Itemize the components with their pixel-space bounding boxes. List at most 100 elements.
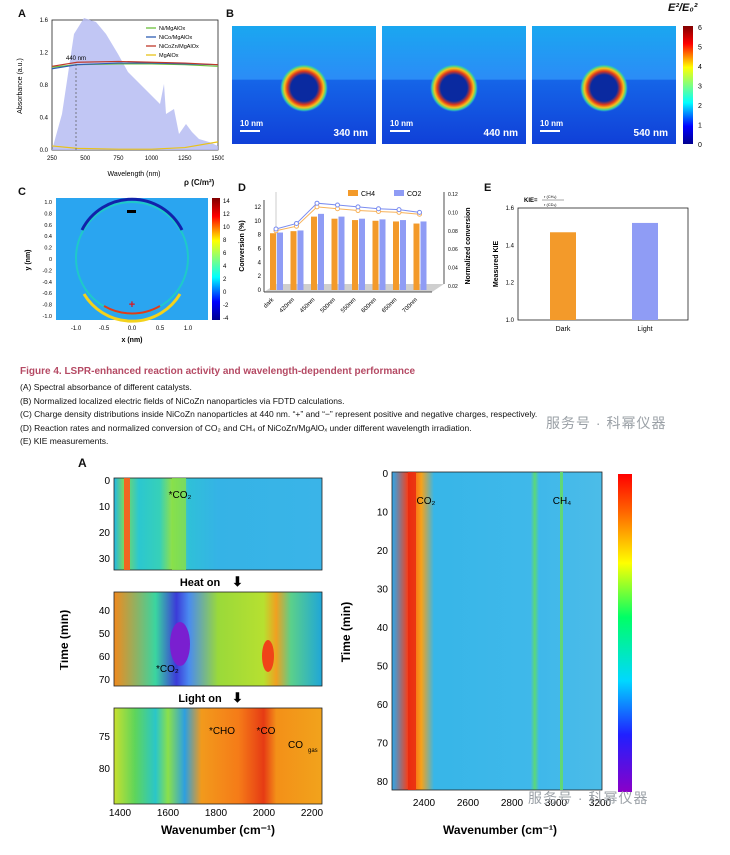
wavelength-label: 540 nm — [634, 128, 669, 139]
c-cbar-tick: 6 — [223, 251, 227, 257]
conversion-bar — [331, 218, 338, 290]
left-ytick: 60 — [99, 652, 111, 663]
abs-xtick: 1500 — [211, 156, 224, 162]
scale-bar-label: 10 nm — [240, 119, 263, 128]
c-ytick: 0 — [49, 257, 52, 263]
ir-map-right: CO₂ CH₄ 0 10 20 30 40 50 60 70 80 2400 2600 2800 30… — [340, 469, 632, 837]
abs-legend-label: Ni/MgAlOx — [159, 26, 186, 32]
annot-cho: *CHO — [209, 726, 235, 737]
c-ytick: -1.0 — [43, 314, 52, 320]
c-ylabel: y (nm) — [25, 250, 32, 271]
field-cbar-tick: 5 — [698, 45, 702, 52]
left-xtick: 1600 — [157, 808, 180, 819]
left-ytick: 20 — [99, 528, 111, 539]
d-ytick: 0 — [258, 288, 262, 294]
conversion-bar — [352, 220, 358, 290]
nanoparticle — [592, 76, 616, 100]
c-xtick: 1.0 — [184, 326, 193, 332]
svg-text:⬇: ⬇ — [232, 574, 243, 589]
kie-bar — [632, 222, 658, 320]
conversion-bar — [297, 230, 304, 290]
left-xtick: 1800 — [205, 808, 228, 819]
d-y2tick: 0.04 — [448, 266, 458, 272]
d-y2tick: 0.02 — [448, 284, 458, 290]
annot-cogas-sub: gas — [308, 748, 318, 754]
c-cbar-tick: -4 — [223, 316, 229, 322]
d-legend-swatch — [394, 190, 404, 196]
annot-co2-top: *CO₂ — [169, 490, 192, 501]
d-y2tick: 0.06 — [448, 247, 458, 253]
d-y2tick: 0.08 — [448, 229, 458, 235]
c-ytick: -0.4 — [43, 280, 52, 286]
caption-line: (D) Reaction rates and normalized conver… — [20, 422, 472, 433]
abs-series-line — [51, 60, 219, 67]
e-ytick: 1.4 — [506, 243, 515, 249]
d-legend-swatch — [348, 190, 358, 196]
figure-caption-body: (A) Spectral absorbance of different cat… — [20, 381, 720, 449]
annotation-440: 440 nm — [66, 56, 86, 62]
right-xtick: 2600 — [457, 798, 480, 809]
right-ytick: 60 — [377, 700, 389, 711]
watermark-bottom: 服务号 · 科幂仪器 — [528, 790, 649, 806]
normalized-point — [417, 209, 422, 215]
scale-bar — [240, 130, 260, 132]
abs-ytick: 0.0 — [40, 148, 49, 154]
right-xtick: 2400 — [413, 798, 436, 809]
d-ylabel: Conversion (%) — [239, 220, 246, 271]
field-maps: 10 nm 340 nm 10 nm 440 nm 10 nm 540 nm 6 5 4 3 2 1… — [232, 25, 702, 149]
d-ytick: 10 — [254, 219, 261, 225]
conversion-bar — [379, 219, 386, 290]
abs-xtick: 250 — [47, 156, 58, 162]
e-xtick: Light — [637, 326, 652, 333]
abs-legend-label: MgAlOx — [159, 53, 179, 59]
field-cbar-tick: 4 — [698, 64, 702, 71]
wavelength-label: 340 nm — [334, 128, 369, 139]
conversion-bar — [311, 216, 317, 290]
right-co2-label: CO₂ — [417, 496, 436, 507]
right-ytick: 80 — [377, 777, 389, 788]
right-ytick: 40 — [377, 623, 389, 634]
c-ytick: 0.6 — [44, 223, 52, 229]
left-ytick: 70 — [99, 675, 111, 686]
panel-c-label: C — [18, 186, 26, 198]
field-cbar-tick: 1 — [698, 123, 702, 130]
conversion-bar — [318, 213, 324, 290]
conversion-bar — [338, 216, 345, 290]
abs-ytick: 0.4 — [40, 116, 49, 122]
e-ytick: 1.6 — [506, 206, 515, 212]
abs-ytick: 1.6 — [40, 18, 49, 24]
left-xlabel: Wavenumber (cm⁻¹) — [161, 823, 275, 837]
left-ytick: 30 — [99, 554, 111, 565]
conversion-bar — [359, 218, 365, 290]
e-xtick: Dark — [556, 326, 571, 333]
field-cbar-tick: 2 — [698, 103, 702, 110]
normalized-point — [273, 226, 279, 232]
panel-d-label: D — [238, 182, 246, 194]
c-cbar-tick: 14 — [223, 199, 230, 205]
conversion-bar — [290, 231, 297, 290]
panel-e-label: E — [484, 182, 492, 194]
d-ytick: 8 — [258, 233, 262, 239]
c-cbar-tick: 12 — [223, 212, 230, 218]
right-xtick: 3200 — [589, 798, 612, 809]
d-xtick: 550nm — [340, 297, 357, 314]
d-xtick: 500nm — [320, 297, 337, 314]
c-ytick: -0.2 — [43, 268, 52, 274]
d-legend-label: CO2 — [407, 191, 422, 198]
normalized-point — [294, 220, 299, 226]
right-ytick: 0 — [382, 469, 388, 480]
d-y2tick: 0.12 — [448, 192, 458, 198]
e-ytick: 1.2 — [506, 281, 515, 287]
d-xtick: 650nm — [381, 297, 398, 314]
right-xtick: 3000 — [545, 798, 568, 809]
caption-line: (C) Charge density distributions inside … — [20, 409, 538, 419]
c-ytick: 1.0 — [44, 200, 52, 206]
abs-series-line — [51, 141, 219, 150]
c-colorbar-title: ρ (C/m²) — [184, 178, 215, 187]
abs-xtick: 500 — [80, 156, 91, 162]
abs-ytick: 0.8 — [40, 83, 49, 89]
abs-legend-label: NiCoZn/MgAlOx — [159, 44, 199, 50]
wavelength-label: 440 nm — [484, 128, 519, 139]
d-ytick: 4 — [258, 260, 262, 266]
